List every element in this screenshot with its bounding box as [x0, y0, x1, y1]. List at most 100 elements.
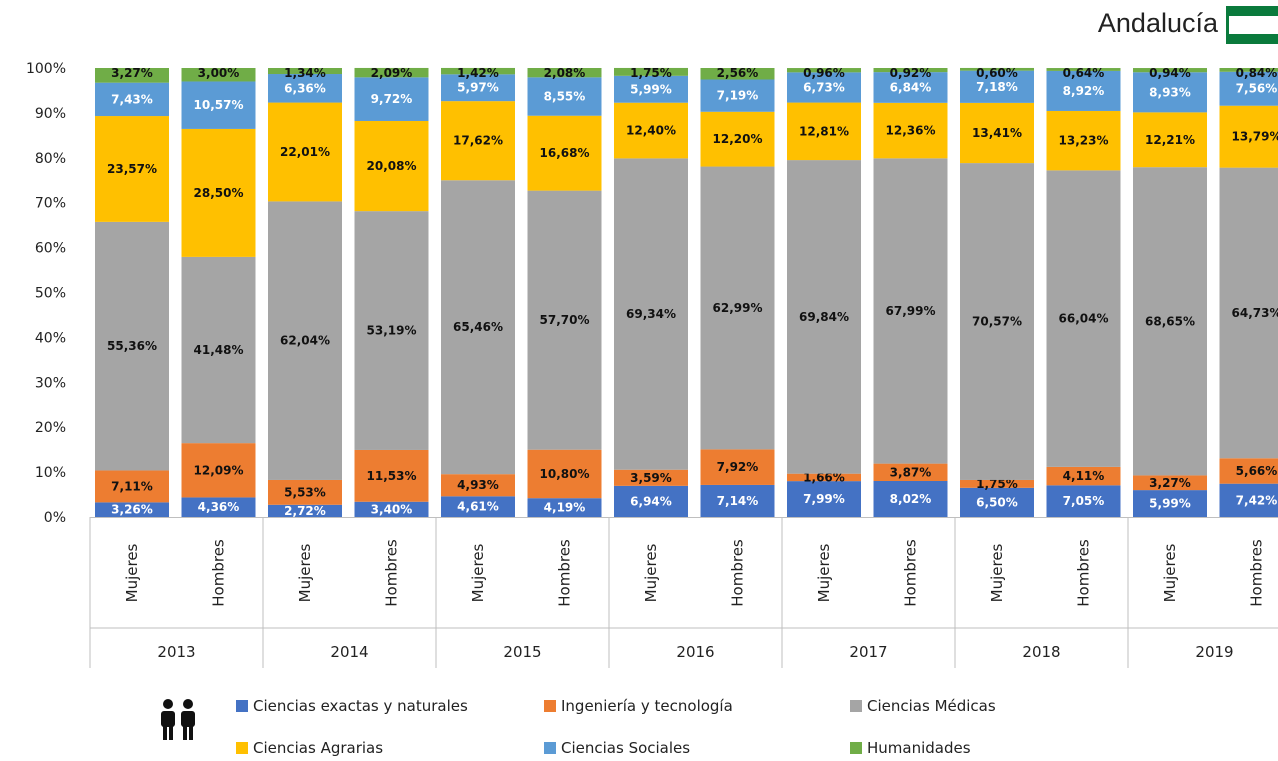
bar-segment-humanidades [960, 67, 1034, 71]
bar-segment-agrarias [700, 111, 775, 167]
bar-segment-agrarias [787, 102, 861, 161]
bar-segment-exactas [960, 487, 1034, 517]
data-label: 12,20% [713, 132, 763, 146]
bar-segment-sociales [787, 72, 861, 103]
data-label: 12,09% [194, 463, 244, 477]
bar-segment-agrarias [441, 101, 515, 181]
category-label: Mujeres [469, 543, 487, 602]
bar-segment-agrarias [614, 102, 688, 159]
bar-segment-exactas [700, 484, 775, 517]
bar-segment-agrarias [354, 120, 429, 212]
bar-segment-exactas [268, 504, 342, 517]
bar-segment-humanidades [1133, 68, 1207, 73]
data-label: 12,40% [626, 124, 676, 138]
legend-swatch-sociales [544, 742, 556, 754]
bar-segment-medicas [1219, 167, 1278, 459]
data-label: 68,65% [1145, 314, 1195, 328]
legend-label: Ciencias exactas y naturales [253, 697, 468, 715]
data-label: 62,04% [280, 334, 330, 348]
legend-label: Ciencias Médicas [867, 697, 996, 715]
data-label: 7,92% [717, 460, 759, 474]
bar-segment-sociales [1219, 71, 1278, 106]
bar-segment-exactas [354, 501, 429, 517]
data-label: 16,68% [540, 146, 590, 160]
legend-swatch-ingenieria [544, 700, 556, 712]
data-label: 5,99% [630, 82, 672, 96]
legend-swatch-medicas [850, 700, 862, 712]
bar-segment-humanidades [268, 68, 342, 75]
data-label: 3,27% [111, 66, 153, 80]
data-label: 9,72% [371, 92, 413, 106]
data-label: 69,34% [626, 307, 676, 321]
category-label: Mujeres [642, 543, 660, 602]
bar-segment-ingenieria [354, 449, 429, 502]
data-label: 13,23% [1059, 134, 1109, 148]
data-label: 67,99% [886, 304, 936, 318]
bar-segment-sociales [95, 82, 169, 117]
bar-segment-ingenieria [614, 469, 688, 486]
bar-segment-medicas [354, 211, 429, 450]
data-label: 5,53% [284, 485, 326, 499]
bar-segment-agrarias [527, 115, 602, 191]
category-label: Mujeres [1161, 543, 1179, 602]
data-label: 2,72% [284, 504, 326, 518]
data-label: 1,42% [457, 66, 499, 80]
year-label: 2013 [157, 643, 195, 661]
y-tick-label: 90% [35, 106, 66, 122]
bar-segment-medicas [614, 158, 688, 470]
category-label: Mujeres [123, 543, 141, 602]
bar-segment-ingenieria [960, 479, 1034, 488]
category-label: Hombres [1248, 539, 1266, 607]
data-label: 4,61% [457, 500, 499, 514]
data-label: 3,40% [371, 502, 413, 516]
bar-segment-ingenieria [268, 479, 342, 505]
bar-segment-medicas [181, 256, 256, 444]
data-label: 7,18% [976, 80, 1018, 94]
bar-segment-sociales [354, 77, 429, 121]
category-label: Hombres [383, 539, 401, 607]
bar-segment-sociales [441, 74, 515, 102]
data-label: 4,19% [544, 501, 586, 515]
data-label: 4,11% [1063, 469, 1105, 483]
y-tick-label: 10% [35, 465, 66, 481]
year-label: 2015 [503, 643, 541, 661]
data-label: 20,08% [367, 159, 417, 173]
data-label: 13,79% [1232, 130, 1278, 144]
bar-segment-exactas [873, 480, 948, 517]
bar-segment-ingenieria [181, 443, 256, 498]
data-label: 62,99% [713, 301, 763, 315]
data-label: 7,99% [803, 492, 845, 506]
legend-label: Ciencias Agrarias [253, 739, 383, 757]
bar-segment-agrarias [181, 128, 256, 257]
data-label: 3,87% [890, 465, 932, 479]
bar-segment-sociales [1046, 70, 1121, 111]
data-label: 69,84% [799, 310, 849, 324]
year-label: 2016 [676, 643, 714, 661]
bar-segment-agrarias [1219, 105, 1278, 168]
bar-segment-humanidades [181, 68, 256, 82]
data-label: 2,56% [717, 66, 759, 80]
bar-segment-medicas [700, 166, 775, 450]
bar-segment-exactas [1219, 483, 1278, 517]
data-label: 7,43% [111, 92, 153, 106]
data-label: 1,75% [630, 66, 672, 80]
bar-segment-exactas [527, 498, 602, 517]
bars-layer: 3,26% 7,11% 55,36% 23,57% 7,43% 3,27% 4,36% 12,… [95, 66, 1278, 518]
data-label: 1,66% [803, 470, 845, 484]
legend-swatch-agrarias [236, 742, 248, 754]
bar-segment-medicas [873, 158, 948, 464]
data-label: 10,57% [194, 98, 244, 112]
bar-segment-agrarias [960, 102, 1034, 164]
data-label: 13,41% [972, 126, 1022, 140]
data-label: 3,27% [1149, 476, 1191, 490]
bar-segment-exactas [441, 496, 515, 517]
bar-segment-ingenieria [873, 463, 948, 481]
data-label: 8,93% [1149, 85, 1191, 99]
x-axis: Mujeres Hombres Mujeres Hombres Mujeres Hombr… [89, 517, 1278, 668]
bar-segment-ingenieria [1219, 458, 1278, 484]
bar-segment-medicas [441, 180, 515, 475]
bar-segment-exactas [95, 502, 169, 517]
data-label: 6,94% [630, 494, 672, 508]
year-label: 2019 [1195, 643, 1233, 661]
bar-segment-exactas [181, 497, 256, 517]
